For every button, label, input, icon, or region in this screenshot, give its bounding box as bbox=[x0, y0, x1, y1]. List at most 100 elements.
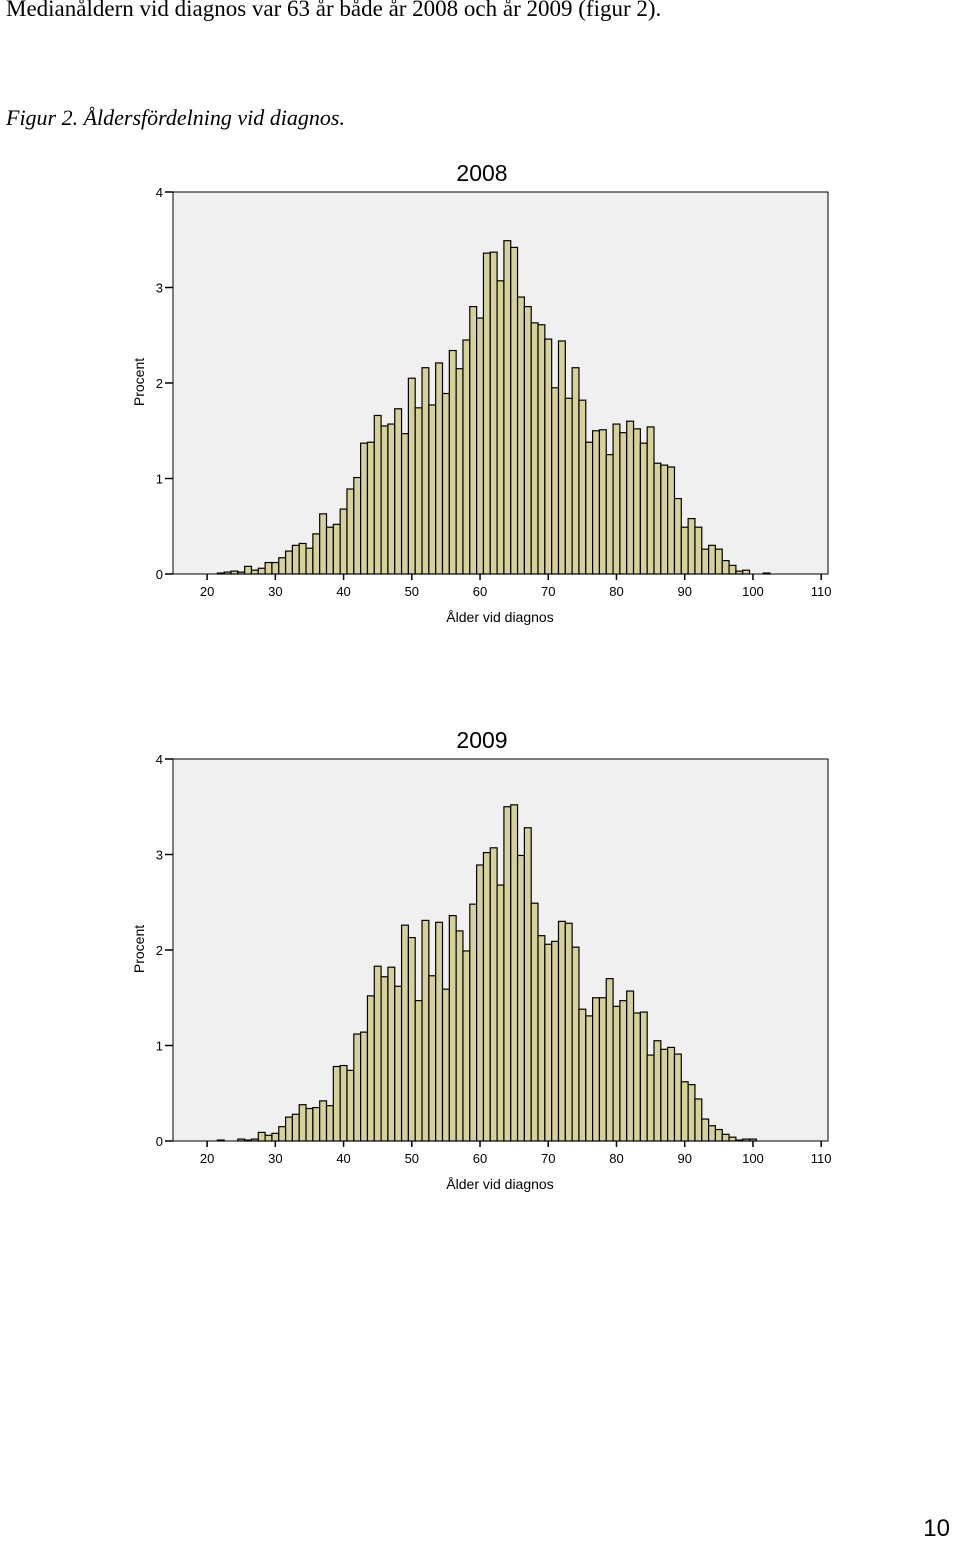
histogram-bar bbox=[680, 1081, 689, 1142]
histogram-bar bbox=[435, 921, 444, 1142]
histogram-bar bbox=[319, 1100, 328, 1142]
x-tick-label: 110 bbox=[811, 1151, 832, 1166]
histogram-bar bbox=[284, 550, 293, 575]
histogram-bar bbox=[469, 306, 478, 575]
histogram-bar bbox=[530, 322, 539, 575]
histogram-bar bbox=[714, 1128, 723, 1142]
histogram-bar bbox=[400, 924, 409, 1142]
histogram-bar bbox=[325, 1105, 334, 1142]
histogram-bar bbox=[510, 246, 519, 575]
histogram-bar bbox=[394, 985, 403, 1142]
histogram-bar bbox=[271, 1132, 280, 1142]
histogram-bar bbox=[257, 1131, 266, 1142]
histogram-bar bbox=[489, 847, 498, 1142]
histogram-bar bbox=[346, 1069, 355, 1142]
histogram-bar bbox=[441, 988, 450, 1142]
histogram-bar bbox=[325, 526, 334, 575]
histogram-2009: 0 1 2 3 4 20 30 40 50 60 70 80 90 100 110 2009 Ålder vid… bbox=[131, 727, 832, 1192]
histogram-bar bbox=[660, 464, 669, 575]
histogram-bar bbox=[557, 920, 566, 1142]
histogram-bar bbox=[305, 1107, 314, 1142]
histogram-bar bbox=[667, 1046, 676, 1142]
histogram-bar bbox=[639, 1011, 648, 1142]
histogram-bar bbox=[400, 433, 409, 575]
histogram-bar bbox=[496, 280, 505, 575]
histogram-bar bbox=[516, 296, 525, 575]
histogram-bar bbox=[373, 965, 382, 1142]
histogram-bar bbox=[414, 407, 423, 575]
histogram-bar bbox=[571, 367, 580, 575]
histogram-bar bbox=[462, 950, 471, 1142]
histogram-bar bbox=[551, 940, 560, 1142]
chart-title: 2009 bbox=[456, 727, 507, 753]
histogram-bar bbox=[632, 1012, 641, 1142]
histogram-bar bbox=[605, 978, 614, 1142]
y-tick-label: 1 bbox=[156, 1039, 163, 1054]
histogram-bar bbox=[407, 936, 416, 1142]
x-tick-label: 20 bbox=[200, 1151, 214, 1166]
histogram-bar bbox=[346, 488, 355, 575]
x-tick-label: 60 bbox=[473, 1151, 487, 1166]
histogram-bar bbox=[496, 884, 505, 1142]
histogram-bar bbox=[694, 1098, 703, 1142]
histogram-bar bbox=[455, 368, 464, 575]
histogram-bar bbox=[714, 548, 723, 575]
histogram-bar bbox=[332, 523, 341, 575]
histogram-bar bbox=[319, 513, 328, 575]
x-tick-label: 90 bbox=[677, 584, 691, 599]
x-tick-label: 40 bbox=[336, 584, 350, 599]
histogram-bar bbox=[571, 946, 580, 1142]
histogram-bar bbox=[687, 1084, 696, 1142]
x-tick-label: 40 bbox=[336, 1151, 350, 1166]
histogram-bar bbox=[660, 1048, 669, 1142]
histogram-bar bbox=[482, 252, 491, 575]
histogram-bar bbox=[578, 1008, 587, 1142]
y-tick-label: 4 bbox=[156, 185, 163, 200]
histogram-bar bbox=[264, 561, 273, 575]
histogram-bar bbox=[339, 1064, 348, 1142]
histogram-bar bbox=[298, 1104, 307, 1142]
histogram-bar bbox=[530, 902, 539, 1142]
histogram-bar bbox=[537, 935, 546, 1142]
page-number: 10 bbox=[923, 1515, 950, 1542]
histogram-bar bbox=[244, 565, 253, 575]
histogram-bar bbox=[373, 414, 382, 575]
y-axis-label: Procent bbox=[131, 925, 147, 973]
histogram-bar bbox=[544, 338, 553, 575]
histogram-bar bbox=[387, 423, 396, 575]
histogram-bar bbox=[469, 903, 478, 1142]
histogram-bar bbox=[360, 442, 369, 575]
histogram-bar bbox=[250, 569, 259, 575]
histogram-bar bbox=[353, 1033, 362, 1142]
histogram-bar bbox=[564, 397, 573, 575]
x-tick-label: 50 bbox=[405, 1151, 419, 1166]
x-axis-label: Ålder vid diagnos bbox=[446, 1176, 553, 1192]
histogram-bar bbox=[278, 557, 287, 575]
histogram-bar bbox=[366, 441, 375, 575]
histogram-bar bbox=[523, 827, 532, 1142]
histogram-bar bbox=[482, 851, 491, 1142]
histogram-bar bbox=[619, 1000, 628, 1142]
histogram-bar bbox=[305, 547, 314, 575]
histogram-bar bbox=[544, 943, 553, 1142]
histogram-bar bbox=[332, 1065, 341, 1142]
histogram-bar bbox=[673, 497, 682, 575]
histogram-bar bbox=[646, 426, 655, 575]
histogram-bar bbox=[503, 240, 512, 575]
x-tick-label: 90 bbox=[677, 1151, 691, 1166]
histogram-bar bbox=[448, 349, 457, 575]
histogram-bar bbox=[312, 1106, 321, 1142]
histogram-bar bbox=[360, 1031, 369, 1142]
histogram-bar bbox=[598, 997, 607, 1142]
histogram-bar bbox=[441, 392, 450, 575]
histogram-bar bbox=[626, 990, 635, 1142]
x-tick-label: 70 bbox=[541, 1151, 555, 1166]
histogram-bar bbox=[264, 1134, 273, 1142]
x-tick-label: 80 bbox=[609, 1151, 623, 1166]
histogram-bar bbox=[605, 454, 614, 575]
histogram-bar bbox=[366, 995, 375, 1142]
histogram-bar bbox=[585, 441, 594, 575]
histogram-bar bbox=[380, 976, 389, 1142]
y-tick-label: 3 bbox=[156, 281, 163, 296]
x-tick-label: 60 bbox=[473, 584, 487, 599]
